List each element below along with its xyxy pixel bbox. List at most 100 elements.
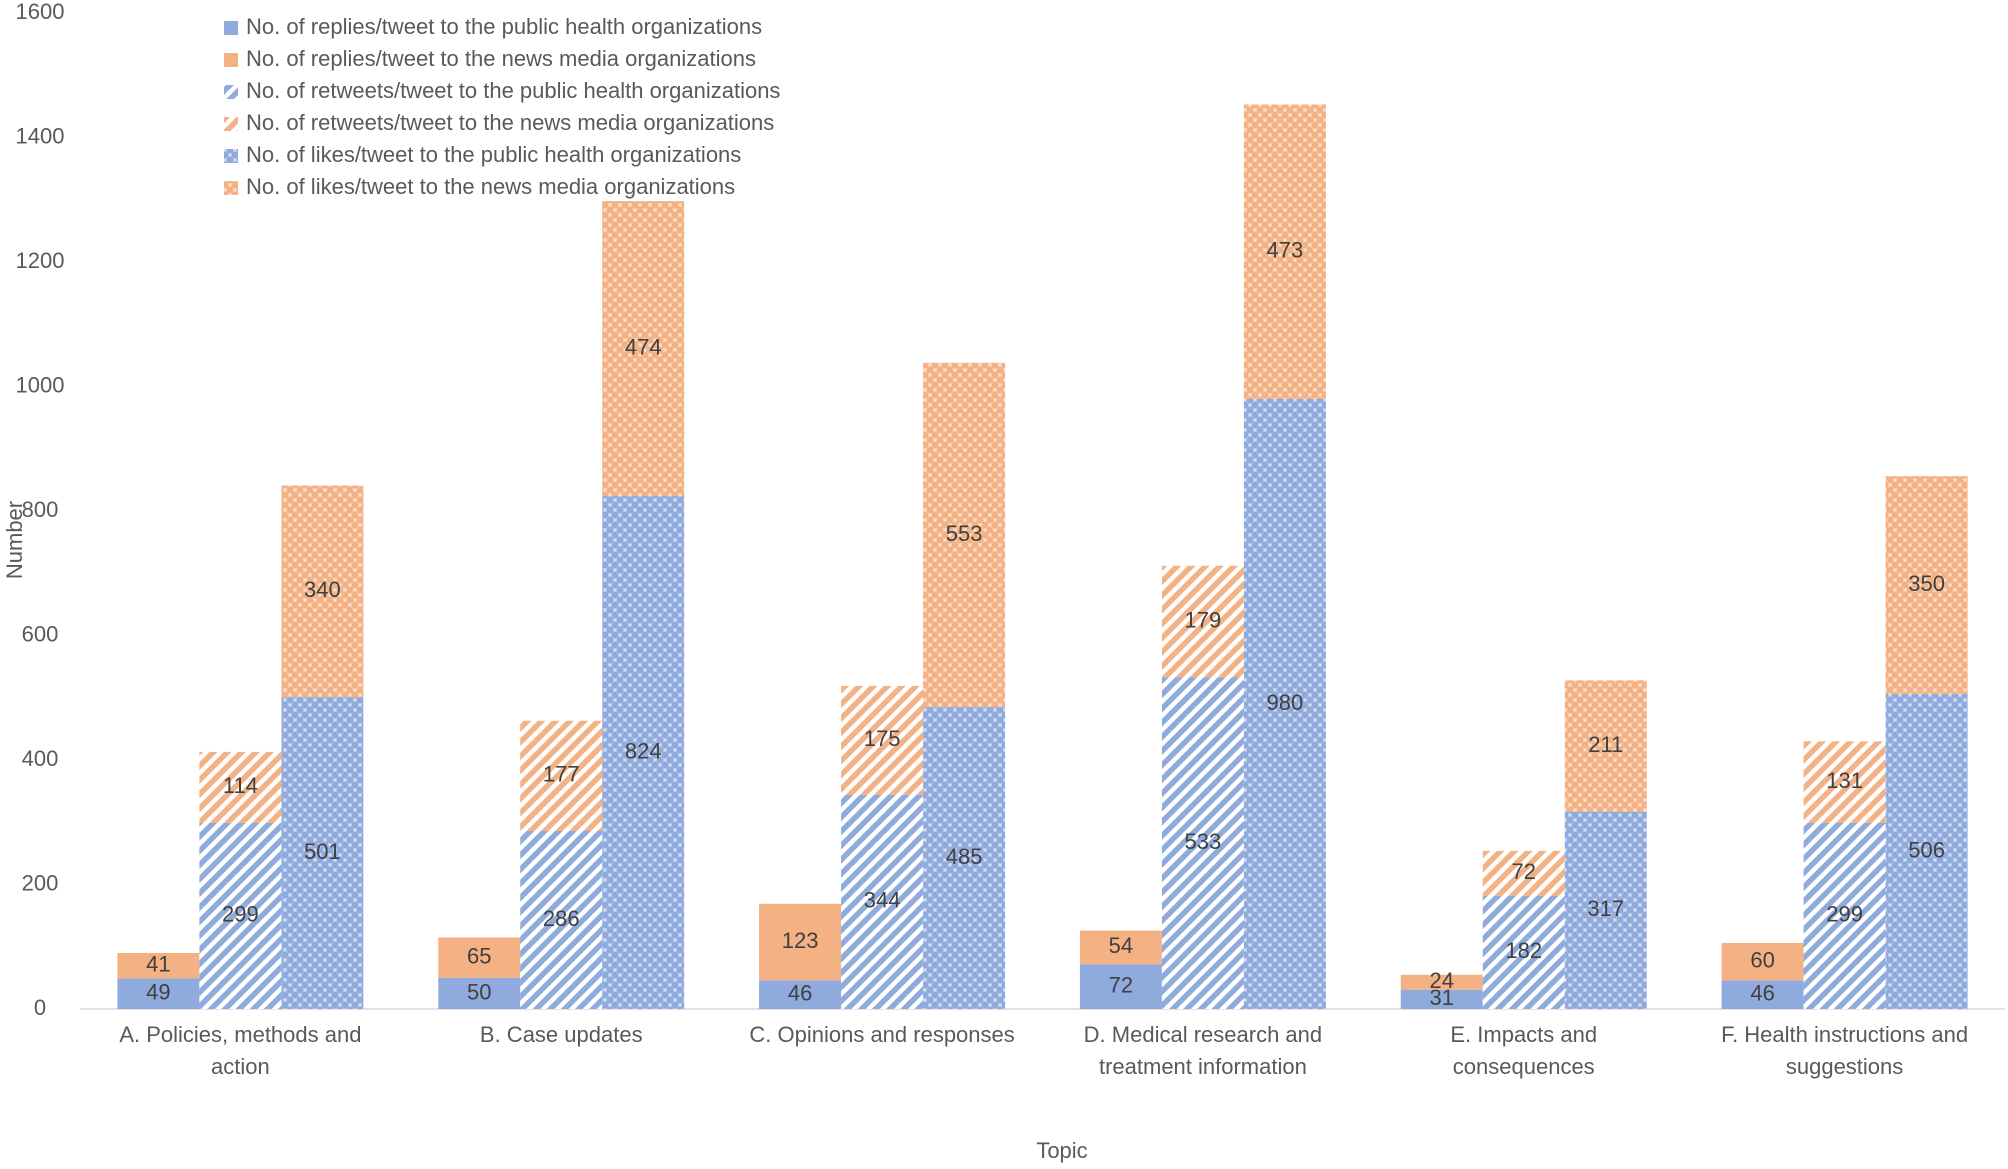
bar-segment [923,707,1006,1009]
value-label: 211 [1588,732,1623,757]
value-label: 485 [946,844,983,869]
value-label: 350 [1908,571,1945,596]
bar-segment [1161,565,1244,678]
value-label: 824 [625,738,662,763]
bar-segment [1803,741,1886,823]
value-label: 65 [467,943,491,968]
y-tick-label: 1400 [16,123,65,148]
value-label: 54 [1109,933,1133,958]
value-label: 175 [864,726,901,751]
value-label: 533 [1185,829,1222,854]
value-label: 50 [467,979,491,1004]
bar-segment [841,685,924,795]
value-label: 131 [1826,768,1863,793]
bar-segment [923,362,1006,708]
bar-segment [520,720,603,831]
value-label: 60 [1750,948,1774,973]
value-label: 474 [625,334,662,359]
value-label: 46 [1750,980,1774,1005]
value-label: 72 [1512,859,1536,884]
value-label: 24 [1430,968,1454,993]
bar-segment [199,822,282,1009]
bar-segment [1400,974,1483,990]
bar-segment [199,751,282,823]
value-label: 46 [788,980,812,1005]
value-label: 299 [222,902,259,927]
legend-label: No. of replies/tweet to the news media o… [246,46,756,71]
y-axis-title: Number [2,501,27,579]
y-tick-label: 200 [22,870,59,895]
value-label: 177 [543,762,580,787]
value-label: 182 [1505,938,1542,963]
bar-segment [117,978,200,1009]
bar-segment [438,977,521,1009]
bar-segment [438,937,521,978]
bar-segment [602,496,685,1009]
y-tick-label: 1200 [16,248,65,273]
value-label: 553 [946,521,983,546]
legend-label: No. of likes/tweet to the public health … [246,142,741,167]
bar-segment [1482,895,1565,1009]
y-tick-label: 600 [22,621,59,646]
bar-segment [1885,694,1968,1009]
bar-segment [1243,104,1326,399]
bar-segment [759,980,842,1009]
bar-segment [759,903,842,981]
value-label: 980 [1267,690,1304,715]
value-label: 501 [304,839,341,864]
value-label: 317 [1587,896,1624,921]
bar-segment [1079,930,1162,965]
x-tick-label: F. Health instructions and suggestions [1721,1022,1969,1079]
legend-swatch [224,85,238,99]
x-axis-title: Topic [1036,1138,1087,1163]
x-tick-label: B. Case updates [479,1022,643,1047]
value-label: 72 [1109,972,1133,997]
y-tick-label: 0 [34,995,46,1020]
legend-label: No. of retweets/tweet to the public heal… [246,78,780,103]
bar-segment [1721,943,1804,981]
value-label: 344 [864,888,901,913]
y-tick-label: 800 [22,497,59,522]
bar-segment [1564,811,1647,1009]
bar-segment [117,952,200,979]
bar-segment [1161,677,1244,1009]
legend-label: No. of likes/tweet to the news media org… [246,174,735,199]
value-label: 123 [782,928,819,953]
bar-segment [841,794,924,1009]
legend-swatch [224,149,238,163]
bar-segment [1564,680,1647,812]
legend-swatch [224,53,238,67]
y-tick-label: 1000 [16,372,65,397]
bar-segment [1482,850,1565,896]
value-label: 340 [304,577,341,602]
value-label: 41 [146,952,170,977]
bar-segment [520,830,603,1009]
value-label: 299 [1826,902,1863,927]
y-tick-label: 400 [22,746,59,771]
legend-swatch [224,21,238,35]
value-label: 179 [1185,607,1222,632]
bar-segment [281,485,364,698]
value-label: 49 [146,980,170,1005]
y-tick-label: 1600 [16,0,65,24]
bar-segment [1721,980,1804,1009]
bar-segment [1803,822,1886,1009]
bar-segment [602,200,685,497]
value-label: 286 [543,906,580,931]
legend-swatch [224,181,238,195]
legend-swatch [224,117,238,131]
x-tick-label: C. Opinions and responses [749,1022,1015,1047]
bar-segment [281,697,364,1009]
value-label: 114 [223,773,258,798]
bar-segment [1079,964,1162,1009]
value-label: 506 [1908,837,1945,862]
x-tick-label: D. Medical research and treatment inform… [1083,1022,1323,1079]
bar-segment [1400,989,1483,1009]
bar-segment [1885,476,1968,695]
x-tick-label: E. Impacts and consequences [1450,1022,1598,1079]
legend-label: No. of retweets/tweet to the news media … [246,110,774,135]
legend-label: No. of replies/tweet to the public healt… [246,14,762,39]
value-label: 473 [1267,238,1304,263]
